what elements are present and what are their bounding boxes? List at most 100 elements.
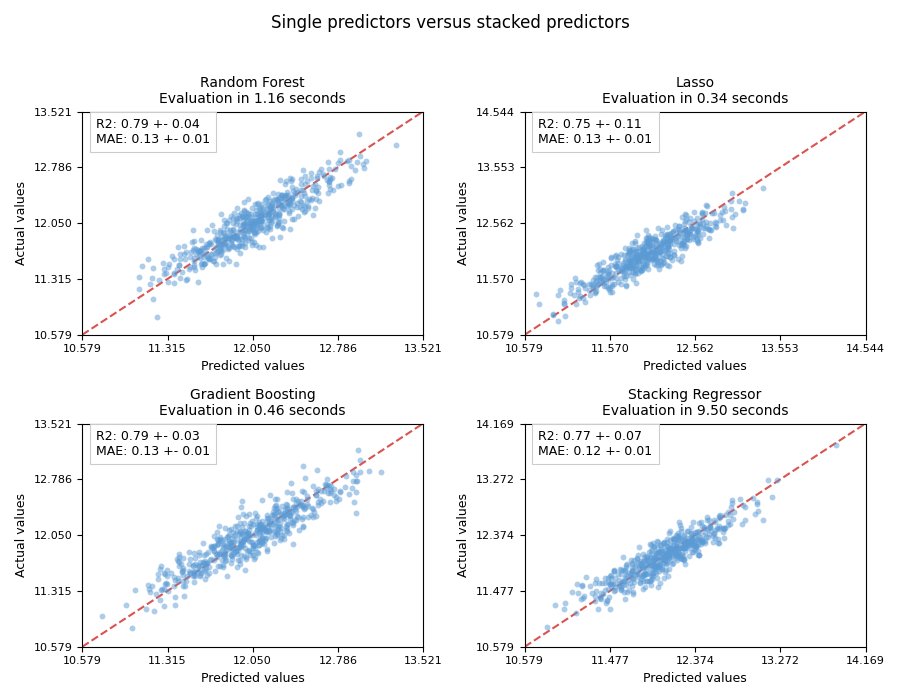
Point [625, 580, 639, 592]
Point [285, 517, 300, 528]
Point [191, 276, 205, 288]
Point [683, 228, 698, 239]
Point [242, 545, 256, 556]
Point [641, 237, 655, 248]
Point [629, 251, 643, 262]
Point [274, 201, 289, 212]
Point [284, 176, 298, 187]
Point [346, 466, 360, 477]
Point [654, 564, 669, 575]
Point [618, 561, 633, 573]
Point [270, 195, 284, 206]
Point [217, 540, 231, 551]
Point [254, 202, 268, 213]
Point [272, 520, 286, 531]
Point [646, 253, 661, 265]
Point [657, 566, 671, 578]
Point [710, 523, 724, 534]
Point [630, 552, 644, 564]
Point [202, 554, 217, 566]
Point [213, 535, 228, 546]
Point [651, 223, 665, 234]
Point [194, 244, 209, 256]
Point [288, 501, 302, 512]
Point [277, 190, 292, 201]
Point [618, 242, 633, 253]
Point [632, 256, 646, 267]
Point [615, 266, 629, 277]
Point [279, 508, 293, 519]
Point [661, 241, 675, 252]
Point [546, 309, 561, 320]
Point [613, 578, 627, 589]
Point [214, 230, 229, 241]
Point [670, 554, 684, 566]
Point [176, 569, 190, 580]
Point [688, 215, 702, 226]
Point [176, 563, 190, 574]
Point [276, 533, 291, 545]
Point [683, 213, 698, 224]
Point [648, 563, 662, 574]
Point [719, 219, 733, 230]
Point [301, 203, 315, 214]
Point [183, 567, 197, 578]
Point [641, 253, 655, 264]
Point [253, 216, 267, 227]
Point [219, 522, 233, 533]
Point [637, 241, 652, 252]
Point [713, 214, 727, 225]
Point [193, 253, 207, 264]
Point [670, 538, 685, 549]
Point [660, 537, 674, 548]
Point [246, 550, 260, 561]
Point [640, 237, 654, 248]
Point [680, 234, 694, 245]
Point [675, 554, 689, 565]
Point [236, 216, 250, 227]
Point [251, 539, 266, 550]
Point [350, 476, 365, 487]
Point [275, 512, 290, 523]
Point [260, 516, 274, 527]
Point [654, 563, 669, 574]
Point [607, 566, 621, 577]
Point [637, 556, 652, 567]
Point [626, 563, 640, 574]
Point [254, 222, 268, 233]
X-axis label: Predicted values: Predicted values [201, 672, 304, 685]
Point [237, 231, 251, 242]
Point [684, 222, 698, 233]
Point [718, 522, 733, 533]
Point [235, 211, 249, 223]
Point [671, 220, 686, 232]
Point [619, 261, 634, 272]
Point [751, 496, 765, 507]
Point [618, 260, 633, 272]
Point [231, 209, 246, 220]
Point [658, 540, 672, 552]
Point [332, 486, 347, 498]
Point [696, 529, 710, 540]
Point [263, 220, 277, 232]
Point [204, 220, 219, 231]
Point [264, 516, 278, 527]
Point [657, 554, 671, 566]
Point [696, 228, 710, 239]
Point [255, 538, 269, 549]
Point [252, 210, 266, 221]
Point [637, 582, 652, 593]
Point [625, 261, 639, 272]
Point [735, 518, 750, 529]
Point [284, 203, 299, 214]
Point [235, 211, 249, 222]
Point [643, 559, 657, 570]
Point [264, 213, 278, 224]
Point [685, 531, 699, 542]
Point [680, 232, 694, 243]
Point [267, 519, 282, 530]
Point [267, 527, 282, 538]
Point [252, 535, 266, 546]
Point [173, 254, 187, 265]
Point [193, 246, 207, 258]
